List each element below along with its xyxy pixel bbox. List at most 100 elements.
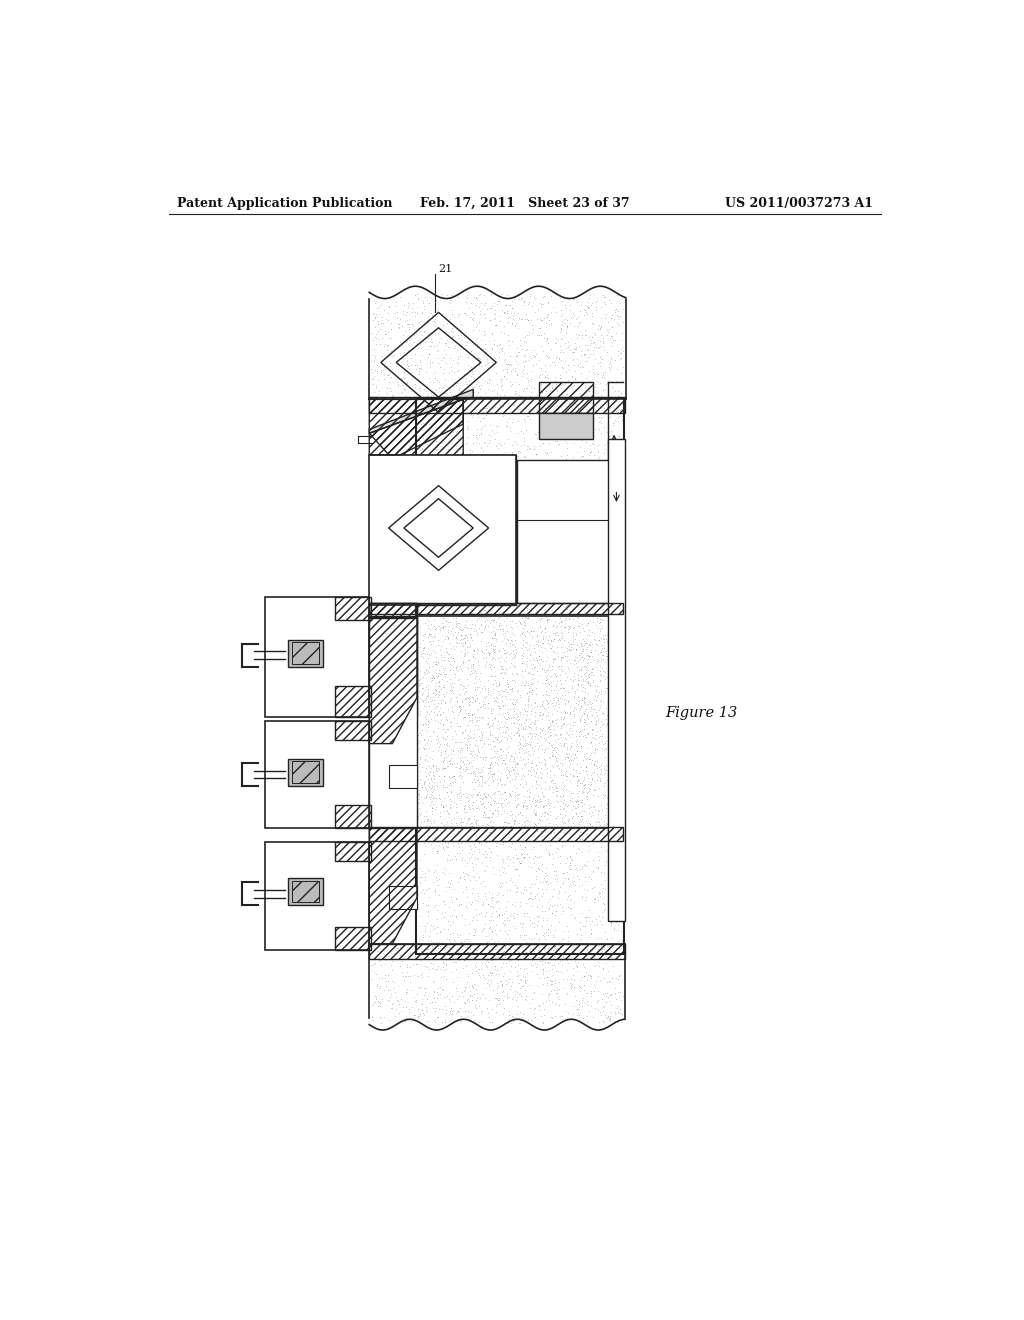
- Point: [433, 690, 450, 711]
- Point: [561, 607, 578, 628]
- Point: [529, 393, 546, 414]
- Point: [450, 660, 466, 681]
- Point: [466, 925, 482, 946]
- Point: [613, 859, 630, 880]
- Point: [583, 995, 599, 1016]
- Point: [544, 755, 560, 776]
- Point: [453, 675, 469, 696]
- Point: [485, 595, 502, 616]
- Point: [453, 1010, 469, 1031]
- Point: [550, 330, 566, 351]
- Point: [550, 630, 566, 651]
- Point: [441, 673, 458, 694]
- Point: [604, 515, 621, 536]
- Point: [582, 610, 598, 631]
- Point: [458, 876, 474, 898]
- Point: [416, 638, 432, 659]
- Point: [562, 763, 579, 784]
- Point: [463, 846, 479, 867]
- Point: [437, 461, 454, 482]
- Point: [513, 288, 529, 309]
- Point: [545, 756, 561, 777]
- Point: [366, 993, 382, 1014]
- Point: [490, 581, 507, 602]
- Point: [437, 411, 454, 432]
- Point: [588, 711, 604, 733]
- Point: [429, 574, 445, 595]
- Point: [544, 854, 560, 875]
- Point: [604, 593, 621, 614]
- Point: [541, 941, 557, 962]
- Point: [488, 436, 505, 457]
- Point: [389, 351, 406, 372]
- Point: [424, 791, 440, 812]
- Point: [487, 636, 504, 657]
- Point: [567, 857, 584, 878]
- Point: [580, 722, 596, 743]
- Point: [494, 717, 510, 738]
- Point: [424, 804, 440, 825]
- Point: [608, 290, 625, 312]
- Point: [610, 462, 627, 483]
- Point: [528, 771, 545, 792]
- Point: [593, 315, 609, 337]
- Point: [611, 731, 628, 752]
- Point: [446, 446, 463, 467]
- Point: [563, 634, 580, 655]
- Point: [517, 709, 534, 730]
- Point: [451, 836, 467, 857]
- Point: [496, 706, 512, 727]
- Point: [420, 409, 436, 430]
- Point: [546, 628, 562, 649]
- Point: [407, 343, 423, 364]
- Point: [594, 730, 610, 751]
- Point: [585, 326, 601, 347]
- Point: [457, 631, 473, 652]
- Point: [485, 309, 502, 330]
- Point: [530, 813, 547, 834]
- Point: [452, 384, 468, 405]
- Point: [597, 308, 613, 329]
- Point: [462, 985, 478, 1006]
- Point: [542, 354, 558, 375]
- Point: [587, 582, 603, 603]
- Point: [527, 760, 544, 781]
- Point: [492, 876, 508, 898]
- Point: [580, 516, 596, 537]
- Point: [425, 656, 441, 677]
- Point: [524, 323, 541, 345]
- Point: [537, 367, 553, 388]
- Point: [455, 862, 471, 883]
- Point: [545, 770, 561, 791]
- Point: [572, 805, 589, 826]
- Point: [395, 997, 412, 1018]
- Point: [561, 488, 578, 510]
- Point: [489, 800, 506, 821]
- Point: [577, 414, 593, 436]
- Point: [444, 321, 461, 342]
- Point: [548, 327, 564, 348]
- Point: [524, 791, 541, 812]
- Point: [514, 813, 530, 834]
- Point: [463, 894, 479, 915]
- Point: [603, 927, 620, 948]
- Point: [425, 665, 441, 686]
- Point: [482, 685, 499, 706]
- Point: [420, 401, 436, 422]
- Point: [473, 436, 489, 457]
- Point: [455, 498, 471, 519]
- Point: [550, 952, 566, 973]
- Point: [471, 904, 487, 925]
- Point: [449, 801, 465, 822]
- Point: [422, 762, 438, 783]
- Point: [600, 532, 616, 553]
- Point: [570, 952, 587, 973]
- Point: [438, 313, 455, 334]
- Point: [460, 809, 476, 830]
- Point: [568, 327, 585, 348]
- Point: [421, 711, 437, 733]
- Point: [420, 906, 436, 927]
- Point: [509, 1003, 525, 1024]
- Point: [467, 689, 483, 710]
- Point: [421, 772, 437, 793]
